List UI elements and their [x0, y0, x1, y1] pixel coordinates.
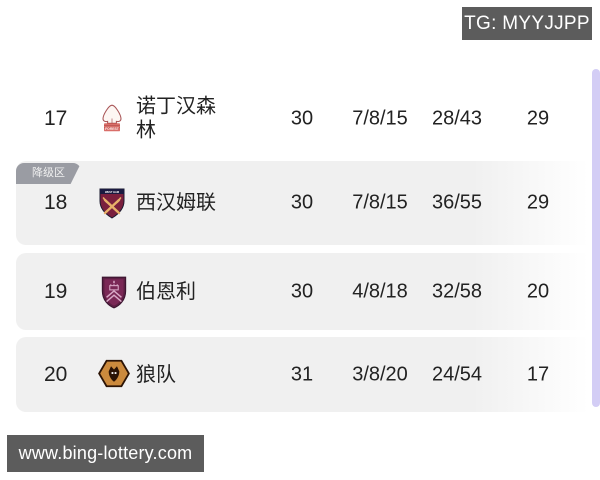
svg-text:WEST HAM: WEST HAM [105, 190, 119, 194]
svg-text:FOREST: FOREST [105, 127, 120, 131]
